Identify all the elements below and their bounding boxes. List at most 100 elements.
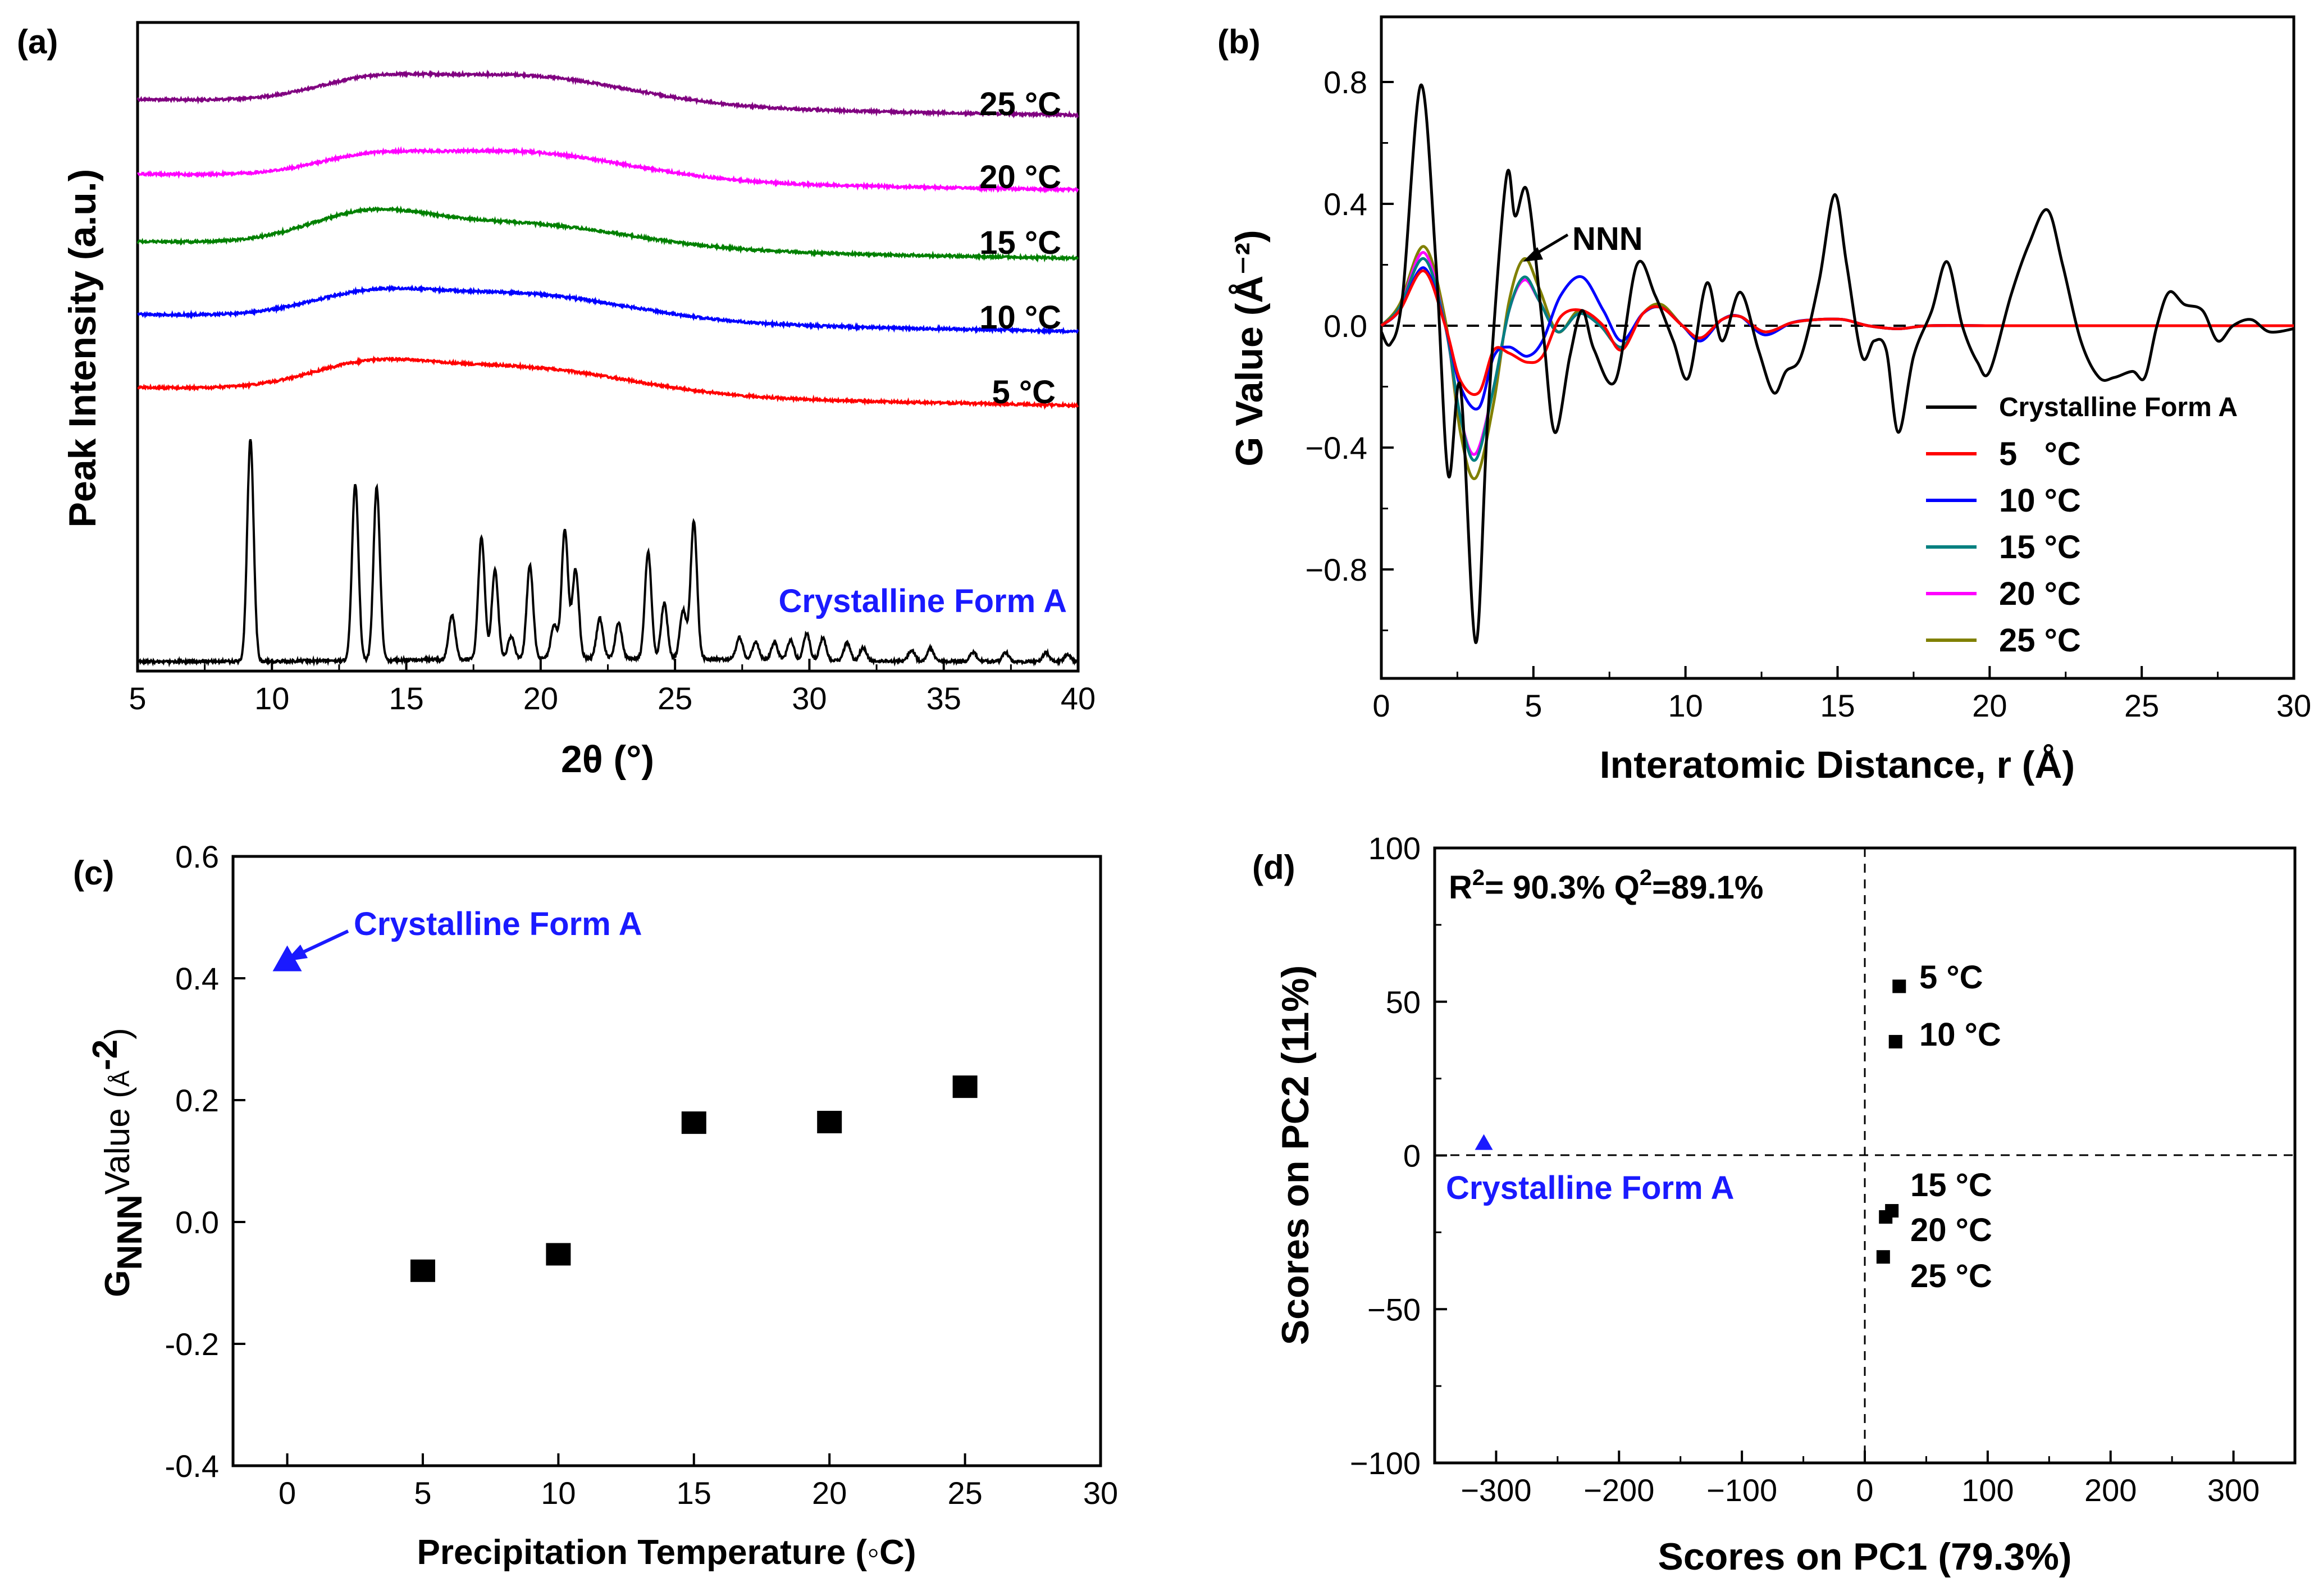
panel-c-x-axis-label: Precipitation Temperature (◦C)	[417, 1533, 916, 1572]
b-y-tick-label: 0.0	[1323, 308, 1367, 344]
panel-a-x-ticks: 5 10 15 20 25 30 35 40	[129, 659, 1096, 716]
label-25c: 25 °C	[979, 86, 1061, 122]
label-20c: 20 °C	[979, 159, 1061, 195]
panel-b-frame	[1380, 15, 2295, 680]
c-data-point	[952, 1075, 978, 1098]
b-x-tick-label: 25	[2124, 688, 2159, 723]
d-data-point	[1879, 1210, 1893, 1224]
panel-c-ticks: 0 5 10 15 20 25 30 0.6 0.4 0.2 0.0 -0.2 -0.4	[165, 839, 1119, 1511]
b-x-tick-label: 20	[1972, 688, 2007, 723]
panel-c-y-axis-label: GNNNValue (Å-2)	[86, 1028, 149, 1297]
c-x-tick-label: 25	[947, 1475, 982, 1511]
panel-b: (b) 0 5 10 15 20 25 30 0.8 0.4 0.0 −0.4 −0.8 NNN Cr…	[1217, 15, 2311, 786]
b-series-line	[1380, 269, 2294, 396]
b-series-line	[1380, 83, 2294, 644]
a-series-line	[137, 355, 1079, 411]
panel-a: (a) 5 10 15 20 25 30 35 40 25 °C 20 °C 15 °C 10…	[17, 21, 1096, 781]
d-x-tick-label: 200	[2084, 1472, 2137, 1508]
d-data-point	[1888, 1034, 1902, 1048]
c-y-tick-label: 0.0	[175, 1205, 219, 1240]
c-data-point	[410, 1259, 435, 1282]
d-x-tick-label: −300	[1461, 1472, 1531, 1508]
panel-d-point-labels: 5 °C 10 °C 15 °C 20 °C 25 °C Crystalline…	[1446, 959, 2001, 1294]
c-x-tick-label: 5	[414, 1475, 431, 1511]
d-y-tick-label: −100	[1350, 1445, 1421, 1481]
b-x-tick-label: 15	[1820, 688, 1855, 723]
panel-c-points	[272, 945, 978, 1282]
c-data-point	[817, 1111, 842, 1134]
b-series-line	[1380, 245, 2294, 480]
c-data-point	[681, 1111, 706, 1134]
pca-label-crystalline: Crystalline Form A	[1446, 1170, 1735, 1206]
panel-d-y-axis-label: Scores on PC2 (11%)	[1274, 965, 1317, 1345]
c-y-tick-label: 0.2	[175, 1083, 219, 1118]
a-x-tick-label: 15	[389, 681, 423, 716]
pca-label-10c: 10 °C	[1919, 1016, 2001, 1053]
a-series-line	[136, 145, 1079, 194]
c-x-tick-label: 30	[1083, 1475, 1118, 1511]
d-data-point	[1892, 979, 1906, 993]
pca-label-20c: 20 °C	[1910, 1212, 1992, 1248]
c-crystalline-point	[272, 945, 302, 972]
b-y-tick-label: −0.4	[1305, 430, 1367, 466]
label-crystalline-form-a: Crystalline Form A	[778, 583, 1067, 619]
c-data-point	[546, 1243, 571, 1266]
c-y-tick-label: -0.2	[165, 1326, 220, 1362]
b-legend-label: 15 °C	[1999, 529, 2081, 566]
panel-a-series	[136, 69, 1079, 668]
label-15c: 15 °C	[979, 225, 1061, 261]
b-legend-label: 25 °C	[1999, 622, 2081, 659]
panel-c: (c) 0 5 10 15 20 25 30 0.6 0.4 0.2 0.0 -0.2 -0.4 Cry…	[73, 839, 1118, 1572]
panel-a-series-labels: 25 °C 20 °C 15 °C 10 °C 5 °C Crystalline…	[778, 86, 1067, 619]
crystalline-arrow-line	[296, 929, 349, 956]
b-legend-label: 20 °C	[1999, 576, 2081, 612]
a-x-tick-label: 40	[1061, 681, 1096, 716]
panel-d-ticks: −300 −200 −100 0 100 200 300 100 50 0 −50 −100	[1350, 831, 2260, 1508]
a-x-tick-label: 30	[792, 681, 827, 716]
b-legend-label: 5 °C	[1999, 436, 2081, 472]
panel-b-ticks: 0 5 10 15 20 25 30 0.8 0.4 0.0 −0.4 −0.8	[1305, 65, 2311, 723]
b-x-tick-label: 5	[1525, 688, 1542, 723]
panel-c-annotation: Crystalline Form A	[285, 906, 642, 961]
c-y-tick-label: 0.6	[175, 839, 219, 874]
c-x-tick-label: 0	[279, 1475, 296, 1511]
d-x-tick-label: −100	[1706, 1472, 1777, 1508]
a-x-tick-label: 10	[254, 681, 289, 716]
pca-label-5c: 5 °C	[1919, 959, 1983, 996]
c-x-tick-label: 15	[677, 1475, 711, 1511]
panel-b-nnn-annotation: NNN	[1523, 221, 1643, 262]
d-data-point	[1876, 1250, 1890, 1264]
panel-d-points	[1475, 979, 1906, 1264]
panel-a-label: (a)	[17, 23, 58, 61]
label-5c: 5 °C	[992, 374, 1056, 411]
b-y-tick-label: −0.8	[1305, 552, 1367, 587]
b-legend-label: Crystalline Form A	[1999, 393, 2238, 422]
panel-b-label: (b)	[1217, 23, 1261, 61]
d-y-tick-label: −50	[1367, 1292, 1421, 1327]
panel-c-frame	[231, 855, 1102, 1467]
nnn-label: NNN	[1572, 221, 1643, 257]
c-x-tick-label: 20	[812, 1475, 847, 1511]
panel-d-stats: R2= 90.3% Q2=89.1%	[1449, 865, 1763, 906]
panel-b-y-axis-label: G Value (Å⁻²)	[1228, 230, 1271, 466]
a-series-line	[137, 284, 1079, 336]
pca-label-25c: 25 °C	[1910, 1258, 1992, 1294]
d-x-tick-label: −200	[1583, 1472, 1654, 1508]
d-y-tick-label: 50	[1386, 984, 1421, 1020]
d-y-tick-label: 0	[1403, 1138, 1421, 1174]
b-x-tick-label: 0	[1372, 688, 1390, 723]
a-series-line	[136, 205, 1079, 263]
panel-d: (d) −300 −200 −100 0 100 200 300100500−50−100 …	[1252, 831, 2297, 1578]
b-y-tick-label: 0.4	[1323, 186, 1367, 222]
a-series-line	[136, 69, 1079, 119]
d-crystalline-point	[1475, 1134, 1493, 1150]
d-x-tick-label: 100	[1961, 1472, 2014, 1508]
panel-a-x-axis-label: 2θ (°)	[561, 738, 654, 781]
b-x-tick-label: 30	[2276, 688, 2311, 723]
panel-b-x-axis-label: Interatomic Distance, r (Å)	[1600, 744, 2075, 786]
panel-a-y-axis-label: Peak Intensity (a.u.)	[61, 169, 104, 528]
a-series-line	[137, 439, 1079, 668]
panel-d-label: (d)	[1252, 849, 1295, 886]
